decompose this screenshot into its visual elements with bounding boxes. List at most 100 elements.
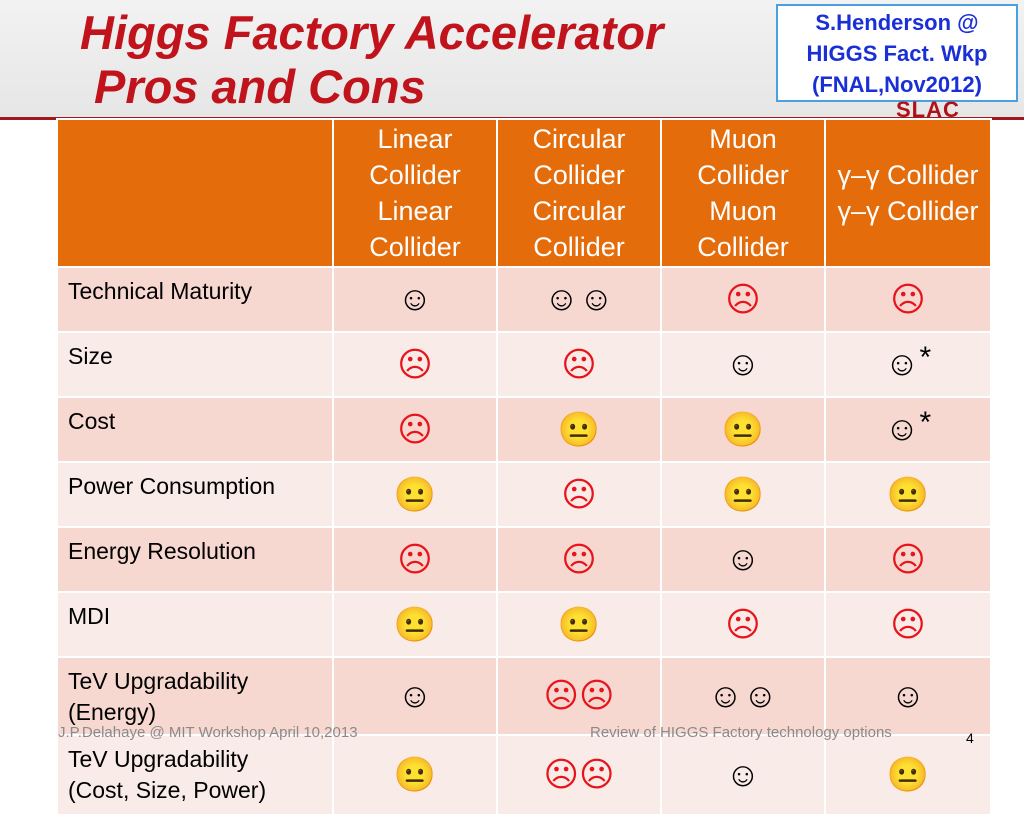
good-face-icon: ☺ [743, 676, 778, 715]
row-label: TeV Upgradability (Cost, Size, Power) [56, 734, 334, 816]
bad-face-icon: ☹ [890, 280, 926, 319]
neutral-face-icon: 😐 [721, 475, 765, 514]
neutral-face-icon: 😐 [557, 605, 601, 644]
header-line: Linear Collider [369, 124, 461, 190]
table-row: TeV Upgradability (Energy) ☺ ☹☹ ☺☺ ☺ [56, 656, 992, 736]
bad-face-icon: ☹ [725, 280, 761, 319]
rating-cell: ☹ [332, 526, 498, 593]
bad-face-icon: ☹ [397, 410, 433, 449]
bad-face-icon: ☹ [543, 756, 579, 794]
header-line: Muon Collider [697, 196, 789, 262]
table-row: Cost ☹ 😐 😐 ☺* [56, 396, 992, 463]
rating-cell: ☺ [660, 331, 826, 398]
bad-face-icon: ☹ [890, 605, 926, 644]
bad-face-icon: ☹ [890, 540, 926, 579]
header-line: Circular Collider [532, 124, 626, 190]
header-line: γ–γ Collider [837, 160, 979, 190]
header-row: Linear Collider Linear Collider Circular … [56, 118, 992, 268]
credit-box: S.Henderson @ HIGGS Fact. Wkp (FNAL,Nov2… [776, 4, 1018, 102]
credit-line-2: HIGGS Fact. Wkp [806, 41, 988, 66]
asterisk-note: * [919, 406, 932, 439]
rating-cell: ☹ [496, 331, 662, 398]
good-face-icon: ☺ [544, 280, 579, 318]
credit-line-3: (FNAL,Nov2012) [812, 72, 982, 97]
rating-cell: ☹☹ [496, 734, 662, 816]
rating-cell: 😐 [660, 396, 826, 463]
rating-cell: ☺* [824, 396, 992, 463]
rating-cell: ☺* [824, 331, 992, 398]
table-row: Power Consumption 😐 ☹ 😐 😐 [56, 461, 992, 528]
neutral-face-icon: 😐 [393, 756, 437, 794]
row-label: TeV Upgradability (Energy) [56, 656, 334, 736]
rating-cell: ☺ [332, 266, 498, 333]
rating-cell: 😐 [824, 461, 992, 528]
table-row: TeV Upgradability (Cost, Size, Power) 😐 ☹☹ ☺… [56, 734, 992, 816]
rating-cell: ☹ [660, 591, 826, 658]
good-face-icon: ☺ [884, 345, 920, 383]
bad-face-icon: ☹ [561, 345, 597, 384]
row-label: MDI [56, 591, 334, 658]
table-row: MDI 😐 😐 ☹ ☹ [56, 591, 992, 658]
table-row: Size ☹ ☹ ☺ ☺* [56, 331, 992, 398]
neutral-face-icon: 😐 [886, 475, 930, 514]
slide-title: Higgs Factory Accelerator Pros and Cons [80, 6, 663, 114]
good-face-icon: ☺ [397, 676, 433, 715]
header-line: Muon Collider [697, 124, 789, 190]
row-label: Technical Maturity [56, 266, 334, 333]
rating-cell: ☺ [332, 656, 498, 736]
rating-cell: ☹☹ [496, 656, 662, 736]
rating-cell: ☹ [332, 396, 498, 463]
header-line: Linear Collider [369, 196, 461, 262]
good-face-icon: ☺ [725, 755, 761, 794]
rating-cell: ☺ [824, 656, 992, 736]
rating-cell: ☹ [824, 266, 992, 333]
bad-face-icon: ☹ [579, 756, 615, 794]
title-line-1: Higgs Factory Accelerator [80, 6, 664, 59]
good-face-icon: ☺ [890, 676, 926, 715]
rating-cell: ☺ [660, 526, 826, 593]
header-muon-collider: Muon Collider Muon Collider [660, 118, 826, 268]
rating-cell: 😐 [496, 396, 662, 463]
good-face-icon: ☺ [884, 410, 920, 448]
neutral-face-icon: 😐 [557, 410, 601, 449]
bad-face-icon: ☹ [561, 540, 597, 579]
rating-cell: ☹ [660, 266, 826, 333]
row-label: Cost [56, 396, 334, 463]
rating-cell: 😐 [496, 591, 662, 658]
rating-cell: ☹ [824, 591, 992, 658]
footer-title: Review of HIGGS Factory technology optio… [590, 724, 892, 741]
page-number: 4 [966, 730, 974, 746]
row-label: Power Consumption [56, 461, 334, 528]
rating-cell: 😐 [332, 591, 498, 658]
rating-cell: ☹ [824, 526, 992, 593]
neutral-face-icon: 😐 [393, 475, 437, 514]
bad-face-icon: ☹ [579, 677, 615, 715]
table-row: Energy Resolution ☹ ☹ ☺ ☹ [56, 526, 992, 593]
row-label: Size [56, 331, 334, 398]
rating-cell: ☹ [496, 526, 662, 593]
bad-face-icon: ☹ [397, 345, 433, 384]
rating-cell: ☺☺ [496, 266, 662, 333]
bad-face-icon: ☹ [397, 540, 433, 579]
good-face-icon: ☺ [579, 280, 614, 318]
header-gamma-gamma-collider: γ–γ Collider γ–γ Collider [824, 118, 992, 268]
rating-cell: ☺☺ [660, 656, 826, 736]
slac-logo: SLAC [896, 100, 960, 118]
header-line: γ–γ Collider [837, 196, 979, 226]
header-linear-collider: Linear Collider Linear Collider [332, 118, 498, 268]
neutral-face-icon: 😐 [886, 756, 930, 794]
bad-face-icon: ☹ [561, 475, 597, 514]
header-corner [56, 118, 334, 268]
rating-cell: ☹ [496, 461, 662, 528]
good-face-icon: ☺ [725, 540, 761, 578]
good-face-icon: ☺ [397, 280, 433, 318]
rating-cell: 😐 [332, 461, 498, 528]
good-face-icon: ☺ [708, 676, 743, 715]
header-line: Circular Collider [532, 196, 626, 262]
footer-author: J.P.Delahaye @ MIT Workshop April 10,201… [58, 724, 358, 741]
rating-cell: 😐 [332, 734, 498, 816]
credit-line-1: S.Henderson @ [815, 10, 979, 35]
header-circular-collider: Circular Collider Circular Collider [496, 118, 662, 268]
neutral-face-icon: 😐 [721, 410, 765, 449]
bad-face-icon: ☹ [543, 677, 579, 715]
